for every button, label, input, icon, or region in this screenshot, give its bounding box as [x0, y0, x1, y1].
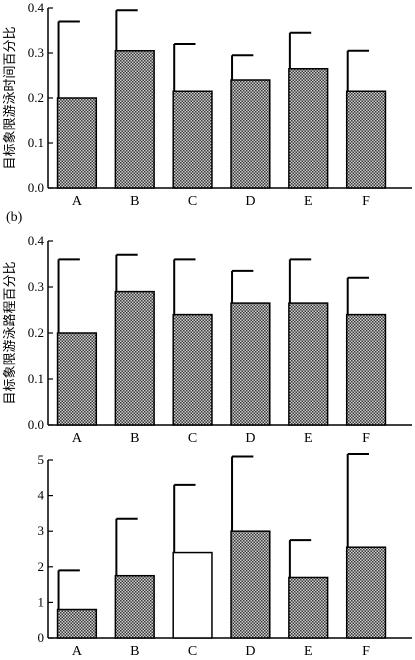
bar-e: [288, 68, 329, 189]
bar-d: [230, 530, 271, 639]
bar-c: [172, 90, 213, 189]
y-tick-label: 0.4: [28, 233, 45, 248]
x-tick-label: C: [188, 644, 197, 659]
chart-panel-b: 0.0 0.1 0.2 0.3 0.4 目标象限游泳路程百分比 (b) A B C D E F: [2, 210, 412, 446]
y-tick-label: 0.1: [28, 135, 44, 150]
bar-f: [345, 313, 387, 426]
bar-d: [230, 79, 271, 189]
x-tick-label: F: [362, 644, 370, 659]
y-tick-label: 0.0: [28, 180, 44, 195]
y-tick-label: 0.4: [28, 0, 45, 15]
bar-e: [288, 302, 329, 426]
bar-a: [56, 97, 98, 189]
x-tick-label: A: [72, 644, 83, 659]
y-tick-label: 4: [38, 488, 45, 503]
bar-c: [172, 313, 213, 426]
x-tick-label: B: [130, 644, 139, 659]
y-axis-label: 目标象限游泳时间百分比: [3, 26, 18, 169]
x-tick-label: D: [245, 431, 255, 446]
y-tick-label: 1: [38, 594, 45, 609]
x-tick-label: A: [72, 431, 83, 446]
x-tick-label: A: [72, 194, 83, 209]
chart-panel-c: 0 1 2 3 4 5 A B C D E F: [38, 452, 412, 659]
x-tick-label: F: [362, 431, 370, 446]
x-tick-label: E: [304, 431, 313, 446]
x-tick-label: F: [362, 194, 370, 209]
y-axis-label: 目标象限游泳路程百分比: [2, 261, 18, 404]
y-tick-label: 0.2: [28, 325, 44, 340]
x-tick-label: C: [188, 194, 197, 209]
y-tick-label: 2: [38, 559, 45, 574]
bar-a: [56, 332, 98, 426]
chart-panel-a: 0.0 0.1 0.2 0.3 0.4 目标象限游泳时间百分比 A B C D E F: [3, 0, 412, 209]
x-tick-label: D: [245, 194, 255, 209]
y-tick-label: 0.0: [28, 417, 44, 432]
y-tick-label: 0.1: [28, 371, 44, 386]
x-tick-label: B: [130, 194, 139, 209]
bar-f: [345, 90, 387, 189]
x-tick-label: E: [304, 644, 313, 659]
bar-a: [56, 608, 98, 639]
bar-b: [114, 574, 155, 639]
y-tick-label: 0.2: [28, 90, 44, 105]
panel-label: (b): [6, 210, 23, 225]
y-tick-label: 0: [38, 630, 45, 645]
x-tick-label: B: [130, 431, 139, 446]
bar-c: [172, 551, 213, 639]
y-tick-label: 3: [38, 523, 45, 538]
bar-b: [114, 50, 155, 189]
y-tick-label: 0.3: [28, 45, 44, 60]
bar-d: [230, 302, 271, 426]
bar-b: [114, 290, 155, 426]
x-tick-label: C: [188, 431, 197, 446]
y-tick-label: 5: [38, 452, 45, 467]
x-tick-label: D: [245, 644, 255, 659]
bar-e: [288, 576, 329, 639]
x-tick-label: E: [304, 194, 313, 209]
bar-f: [345, 546, 387, 639]
y-tick-label: 0.3: [28, 279, 44, 294]
